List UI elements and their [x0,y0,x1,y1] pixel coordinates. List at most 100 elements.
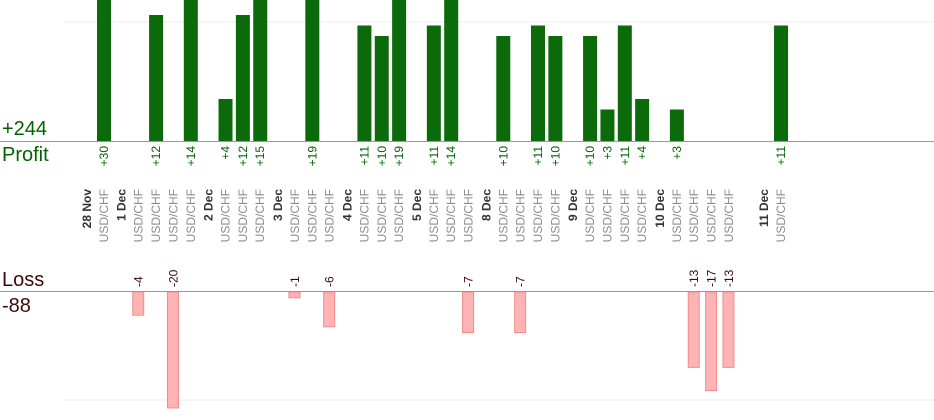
profit-bar [583,36,598,141]
profit-bar [426,25,441,141]
currency-pair-label: USD/CHF [687,189,701,242]
currency-pair-label: USD/CHF [774,189,788,242]
currency-pair-label: USD/CHF [444,189,458,242]
date-label: 4 Dec [340,189,354,221]
loss-value-label: -6 [323,276,337,287]
loss-bar [323,291,336,328]
currency-pair-label: USD/CHF [288,189,302,242]
currency-pair-label: USD/CHF [583,189,597,242]
profit-total: +244 [2,118,48,140]
profit-value-label: +15 [253,146,267,167]
profit-bar [444,0,459,141]
profit-bar [548,36,563,141]
profit-value-label: +12 [236,146,250,167]
profit-value-label: +10 [496,146,510,167]
profit-bar [374,36,389,141]
profit-bar [253,0,268,141]
currency-pair-label: USD/CHF [219,189,233,242]
loss-value-label: -7 [462,276,476,287]
profit-value-label: +4 [635,146,649,160]
profit-value-label: +11 [427,146,441,166]
profit-bar [669,109,684,141]
date-label: 10 Dec [653,189,667,228]
currency-pair-label: USD/CHF [496,189,510,242]
loss-bar [705,291,718,392]
loss-bar [132,291,145,316]
profit-bar [183,0,198,141]
loss-bar [288,291,301,299]
loss-bar [722,291,735,368]
currency-pair-label: USD/CHF [166,189,180,242]
profit-value-label: +10 [583,146,597,167]
loss-value-label: -17 [705,269,719,287]
profit-bar [149,15,164,141]
loss-bar [687,291,700,368]
loss-total: -88 [2,295,31,317]
profit-label: Profit [2,144,49,166]
currency-pair-label: USD/CHF [618,189,632,242]
profit-value-label: +10 [375,146,389,167]
profit-value-label: +3 [600,146,614,160]
profit-value-label: +3 [670,146,684,160]
currency-pair-label: USD/CHF [392,189,406,242]
currency-pair-label: USD/CHF [149,189,163,242]
loss-bar [462,291,475,334]
currency-pair-label: USD/CHF [635,189,649,242]
currency-pair-label: USD/CHF [236,189,250,242]
loss-label: Loss [2,269,45,291]
currency-pair-label: USD/CHF [253,189,267,242]
loss-value-label: -13 [722,269,736,287]
profit-bar [97,0,111,141]
profit-value-label: +14 [444,146,458,167]
profit-bar [392,0,407,141]
currency-pair-label: USD/CHF [323,189,337,242]
loss-bar [166,291,179,409]
date-label: 11 Dec [757,189,771,227]
currency-pair-label: USD/CHF [375,189,389,242]
currency-pair-label: USD/CHF [184,189,198,242]
currency-pair-label: USD/CHF [722,189,736,242]
profit-value-label: +19 [305,146,319,167]
currency-pair-label: USD/CHF [670,189,684,242]
loss-value-label: -4 [132,276,146,287]
date-label: 5 Dec [410,189,424,221]
profit-value-label: +10 [548,146,562,167]
profit-value-label: +11 [774,146,788,166]
profit-bar [496,36,511,141]
currency-pair-label: USD/CHF [305,189,319,242]
currency-pair-label: USD/CHF [427,189,441,242]
loss-value-label: -1 [288,276,302,287]
profit-bar [774,25,789,141]
loss-bar [514,291,527,334]
profit-value-label: +14 [184,146,198,167]
profit-bar [635,99,650,141]
date-label: 2 Dec [202,189,216,221]
date-label: 9 Dec [566,189,580,221]
profit-value-label: +11 [618,146,632,166]
loss-value-label: -20 [166,269,180,287]
profit-bar [600,109,615,141]
currency-pair-label: USD/CHF [357,189,371,242]
currency-pair-label: USD/CHF [462,189,476,242]
date-label: 8 Dec [479,189,493,221]
currency-pair-label: USD/CHF [514,189,528,242]
date-label: 1 Dec [115,189,129,221]
profit-value-label: +4 [219,146,233,160]
profit-bar [235,15,250,141]
currency-pair-label: USD/CHF [600,189,614,242]
currency-pair-label: USD/CHF [97,189,111,242]
date-label: 28 Nov [80,189,94,229]
profit-value-label: +30 [97,146,111,167]
profit-value-label: +12 [149,146,163,167]
profit-value-label: +19 [392,146,406,167]
currency-pair-label: USD/CHF [132,189,146,242]
loss-value-label: -7 [514,276,528,287]
currency-pair-label: USD/CHF [531,189,545,242]
currency-pair-label: USD/CHF [548,189,562,242]
loss-value-label: -13 [687,269,701,287]
profit-bar [531,25,545,141]
currency-pair-label: USD/CHF [705,189,719,242]
profit-bar [357,25,372,141]
date-label: 3 Dec [271,189,285,221]
